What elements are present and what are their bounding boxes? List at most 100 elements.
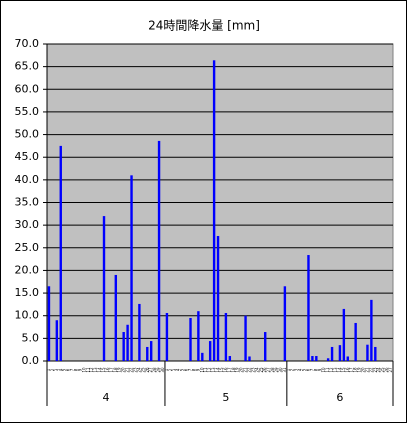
x-tick-label: 28: [270, 367, 275, 373]
x-tick-label: 30: [278, 367, 283, 373]
chart-title: 24時間降水量 [mm]: [148, 19, 260, 33]
x-tick-label: 23: [250, 367, 255, 373]
bar: [326, 358, 330, 361]
x-tick-label: 11: [85, 367, 90, 373]
x-tick-label: 9: [317, 368, 322, 371]
x-tick-label: 11: [325, 367, 330, 373]
y-tick-label: 5.0: [22, 331, 40, 344]
x-tick-label: 17: [227, 367, 232, 373]
x-tick-label: 16: [105, 367, 110, 373]
x-tick-label: 20: [239, 367, 244, 373]
x-tick-label: 25: [140, 367, 145, 373]
bar: [224, 312, 228, 361]
bar: [212, 60, 216, 361]
bar: [283, 286, 287, 361]
x-tick-label: 12: [329, 367, 334, 373]
x-tick-label: 20: [361, 367, 366, 373]
x-tick-label: 4: [298, 368, 303, 371]
x-tick-label: 17: [349, 367, 354, 373]
x-tick-label: 24: [254, 367, 259, 373]
bar: [311, 356, 314, 361]
bar: [248, 356, 251, 361]
x-tick-label: 1: [286, 368, 291, 371]
y-tick-label: 45.0: [15, 150, 40, 163]
x-tick-label: 4: [58, 368, 63, 371]
bar: [338, 345, 342, 361]
x-tick-label: 9: [195, 368, 200, 371]
bar: [47, 286, 51, 361]
x-tick-label: 18: [113, 367, 118, 373]
y-tick-label: 0.0: [22, 354, 40, 367]
x-tick-label: 5: [62, 368, 67, 371]
x-tick-label: 1: [164, 368, 169, 371]
x-tick-label: 13: [211, 367, 216, 373]
group-label: 4: [102, 391, 109, 404]
x-tick-label: 19: [235, 367, 240, 373]
x-tick-label: 16: [223, 367, 228, 373]
x-tick-label: 21: [243, 367, 248, 373]
y-tick-label: 25.0: [15, 241, 40, 254]
x-tick-label: 23: [132, 367, 137, 373]
x-tick-label: 3: [54, 368, 59, 371]
bar: [114, 274, 118, 361]
x-tick-label: 10: [81, 367, 86, 373]
bar: [126, 324, 129, 361]
bar: [264, 332, 267, 361]
x-tick-label: 18: [231, 367, 236, 373]
x-tick-label: 7: [309, 368, 314, 371]
x-tick-label: 2: [168, 368, 173, 371]
y-tick-label: 20.0: [15, 263, 40, 276]
bar: [157, 140, 161, 361]
x-tick-label: 24: [376, 367, 381, 373]
x-tick-label: 12: [207, 367, 212, 373]
x-tick-label: 15: [219, 367, 224, 373]
x-tick-label: 29: [274, 367, 279, 373]
x-tick-label: 18: [353, 367, 358, 373]
x-tick-label: 10: [321, 367, 326, 373]
x-tick-label: 24: [136, 367, 141, 373]
x-tick-label: 6: [184, 368, 189, 371]
x-tick-label: 13: [333, 367, 338, 373]
x-tick-label: 20: [121, 367, 126, 373]
x-tick-label: 21: [125, 367, 130, 373]
y-tick-label: 60.0: [15, 82, 40, 95]
bar: [307, 255, 310, 361]
x-tick-label: 30: [160, 367, 165, 373]
x-tick-label: 15: [341, 367, 346, 373]
x-tick-label: 29: [156, 367, 161, 373]
x-tick-label: 6: [305, 368, 310, 371]
x-tick-label: 27: [388, 367, 393, 373]
x-tick-label: 17: [109, 367, 114, 373]
x-tick-label: 27: [266, 367, 271, 373]
bar: [197, 311, 200, 361]
bar: [354, 322, 357, 361]
x-tick-label: 6: [66, 368, 71, 371]
bar: [189, 317, 192, 361]
bar: [146, 346, 149, 361]
x-tick-label: 8: [73, 368, 78, 371]
y-tick-label: 65.0: [15, 60, 40, 73]
x-tick-label: 22: [246, 367, 251, 373]
bar: [149, 341, 153, 361]
x-tick-label: 5: [302, 368, 307, 371]
bar: [102, 216, 106, 361]
x-tick-label: 8: [191, 368, 196, 371]
y-tick-label: 30.0: [15, 218, 40, 231]
x-tick-label: 26: [144, 367, 149, 373]
x-tick-label: 4: [176, 368, 181, 371]
x-tick-label: 22: [368, 367, 373, 373]
bar: [208, 341, 212, 361]
x-tick-label: 2: [290, 368, 295, 371]
bar: [216, 236, 220, 361]
bar: [346, 356, 349, 361]
x-tick-label: 12: [89, 367, 94, 373]
x-tick-label: 3: [172, 368, 177, 371]
x-tick-label: 14: [97, 367, 102, 373]
bar: [370, 299, 373, 361]
x-tick-label: 5: [180, 368, 185, 371]
x-tick-label: 2: [50, 368, 55, 371]
bar: [330, 346, 334, 361]
x-tick-label: 28: [152, 367, 157, 373]
bar: [165, 312, 169, 361]
x-tick-label: 7: [70, 368, 75, 371]
